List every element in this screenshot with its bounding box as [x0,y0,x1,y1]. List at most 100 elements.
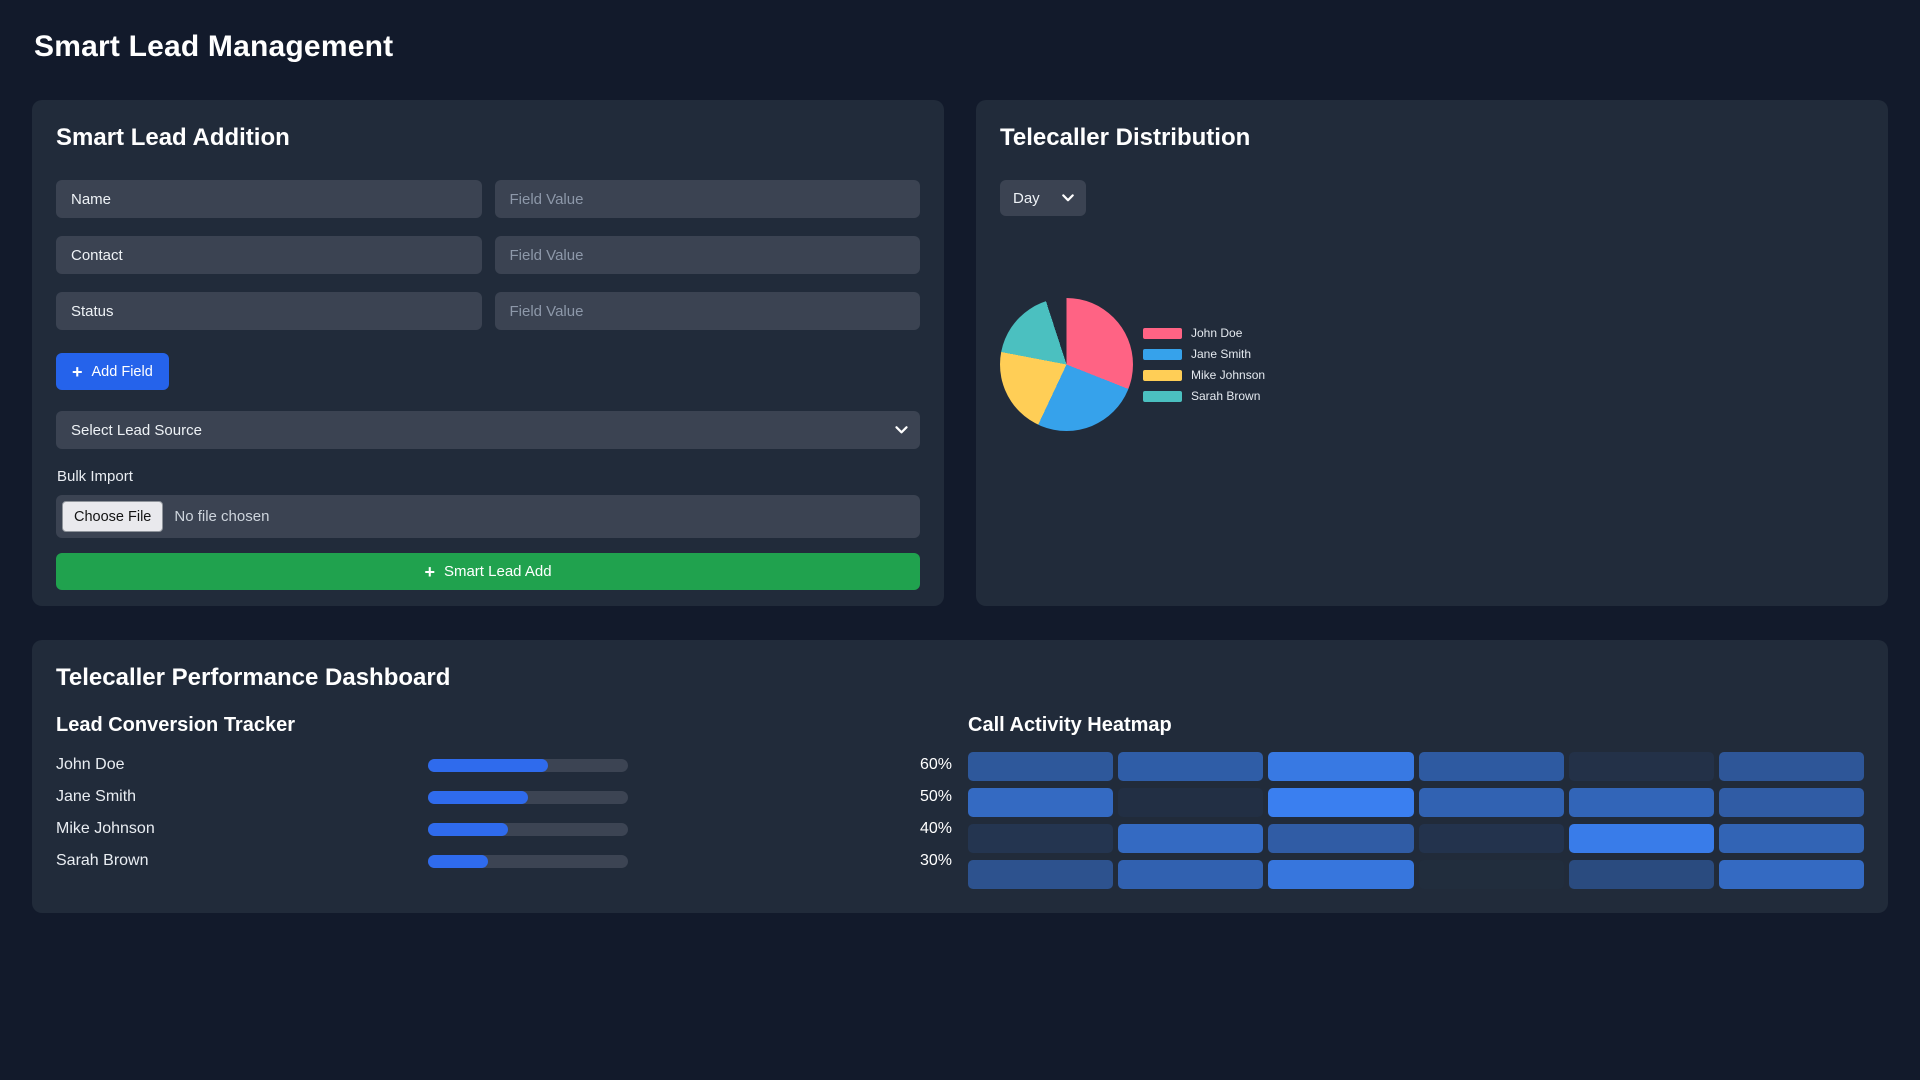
tracker-row: John Doe 60% [56,752,952,778]
lead-source-select[interactable]: Select Lead Source [56,411,920,449]
performance-dashboard-card: Telecaller Performance Dashboard Lead Co… [32,640,1888,913]
telecaller-name: John Doe [56,756,125,773]
plus-icon: + [424,561,435,582]
legend-swatch [1143,390,1182,402]
legend-item: Jane Smith [1143,347,1265,361]
telecaller-name: Sarah Brown [56,852,149,869]
heatmap-cell [1418,752,1564,781]
heatmap-cell [1718,788,1864,817]
conversion-percent: 60% [919,756,952,773]
legend-label: Mike Johnson [1191,368,1266,382]
heatmap-cell [968,752,1114,781]
tracker-rows: John Doe 60% Jane Smith 50% Mike Johnson… [56,752,952,874]
heatmap-cell [1718,860,1864,889]
tracker-row: Mike Johnson 40% [56,816,952,842]
progress-fill [428,790,528,804]
add-field-label: Add Field [91,363,153,380]
pie-chart [1000,298,1133,431]
smart-lead-add-label: Smart Lead Add [443,563,552,580]
period-select[interactable]: Day [1000,180,1086,216]
field-value-input[interactable] [494,236,920,274]
legend-item: Mike Johnson [1143,368,1265,382]
heatmap-cell [1118,788,1264,817]
progress-fill [428,758,548,772]
legend-label: John Doe [1191,326,1243,340]
telecaller-distribution-card: Telecaller Distribution Day John Doe Jan… [976,100,1888,606]
smart-lead-add-button[interactable]: + Smart Lead Add [56,553,920,590]
legend-label: Jane Smith [1191,347,1252,361]
heatmap-title: Call Activity Heatmap [968,714,1172,736]
tracker-title: Lead Conversion Tracker [56,714,295,736]
lead-form-title: Smart Lead Addition [56,124,290,151]
smart-lead-addition-card: Smart Lead Addition + Add Field Select L… [32,100,944,606]
progress-fill [428,854,488,868]
heatmap-cell [1568,824,1714,853]
heatmap-cell [1268,752,1414,781]
add-field-button[interactable]: + Add Field [56,353,169,390]
field-row [56,292,920,330]
progress-track [428,790,628,804]
chevron-down-icon [895,426,908,435]
heatmap-cell [1118,824,1264,853]
distribution-chart: John Doe Jane Smith Mike Johnson Sarah B… [1000,298,1864,431]
heatmap-cell [968,824,1114,853]
field-rows [56,180,920,330]
heatmap-grid [968,752,1864,889]
field-name-input[interactable] [56,180,482,218]
heatmap-cell [1418,824,1564,853]
field-row [56,180,920,218]
heatmap-cell [968,788,1114,817]
plus-icon: + [72,361,83,382]
performance-title: Telecaller Performance Dashboard [56,664,451,691]
legend-swatch [1143,327,1182,339]
legend-swatch [1143,348,1182,360]
heatmap-cell [1718,824,1864,853]
heatmap-cell [1568,752,1714,781]
conversion-percent: 30% [919,852,952,869]
heatmap-cell [1268,824,1414,853]
legend-label: Sarah Brown [1191,389,1261,403]
distribution-title: Telecaller Distribution [1000,124,1251,151]
heatmap-cell [1118,752,1264,781]
field-value-input[interactable] [494,180,920,218]
field-name-input[interactable] [56,292,482,330]
progress-track [428,758,628,772]
pie-legend: John Doe Jane Smith Mike Johnson Sarah B… [1143,326,1265,403]
chevron-down-icon [1062,194,1074,202]
conversion-percent: 50% [919,788,952,805]
heatmap-cell [1568,788,1714,817]
heatmap-cell [1568,860,1714,889]
field-value-input[interactable] [494,292,920,330]
heatmap-cell [1118,860,1264,889]
dashboard-columns: Lead Conversion Tracker John Doe 60% Jan… [56,714,1864,889]
tracker-row: Sarah Brown 30% [56,848,952,874]
legend-item: Sarah Brown [1143,389,1265,403]
period-selected-value: Day [1013,189,1040,207]
lead-source-selected-value: Select Lead Source [71,421,202,439]
heatmap-cell [1268,788,1414,817]
lead-conversion-tracker: Lead Conversion Tracker John Doe 60% Jan… [56,714,952,889]
page-title: Smart Lead Management [34,30,394,63]
progress-track [428,822,628,836]
telecaller-name: Mike Johnson [56,820,155,837]
field-name-input[interactable] [56,236,482,274]
tracker-row: Jane Smith 50% [56,784,952,810]
progress-fill [428,822,508,836]
top-row: Smart Lead Addition + Add Field Select L… [32,100,1888,606]
legend-item: John Doe [1143,326,1265,340]
legend-swatch [1143,369,1182,381]
heatmap-cell [1268,860,1414,889]
heatmap-cell [1419,860,1564,889]
bulk-import-label: Bulk Import [57,468,133,485]
conversion-percent: 40% [919,820,952,837]
telecaller-name: Jane Smith [56,788,137,805]
bulk-import-file-input[interactable]: Choose File No file chosen [56,495,920,538]
heatmap-cell [1418,788,1564,817]
choose-file-button[interactable]: Choose File [62,501,164,532]
page: Smart Lead Management Smart Lead Additio… [32,30,1888,913]
progress-track [428,854,628,868]
field-row [56,236,920,274]
file-status-text: No file chosen [174,508,270,525]
call-activity-heatmap: Call Activity Heatmap [968,714,1864,889]
heatmap-cell [1718,752,1864,781]
